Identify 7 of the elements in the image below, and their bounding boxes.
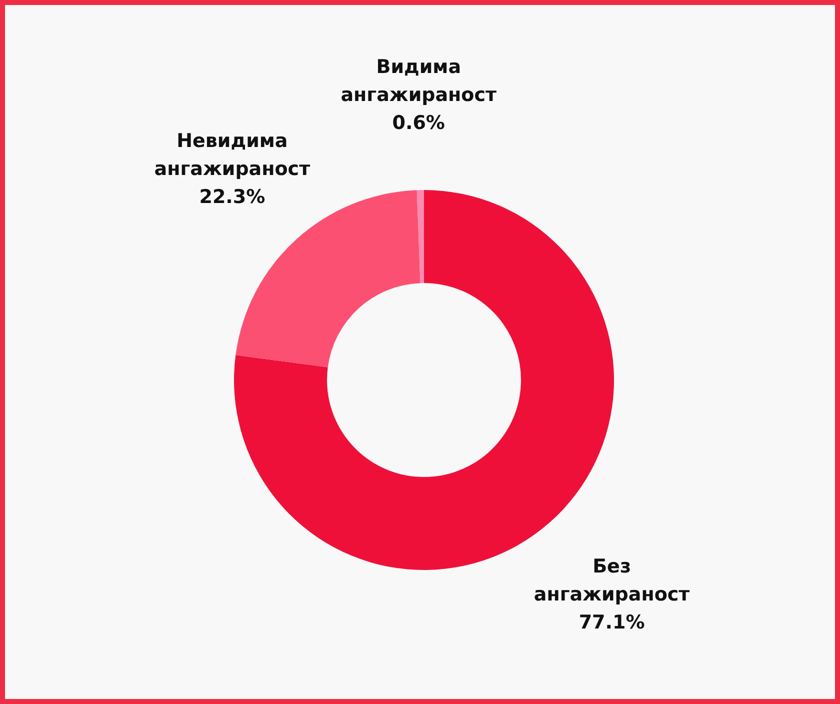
data-label: 22.3%: [199, 186, 266, 208]
data-label: 0.6%: [392, 112, 445, 134]
slice-label: Без ангажираност: [534, 555, 690, 606]
slice-label: Невидима ангажираност: [154, 130, 310, 180]
donut-slice: [416, 190, 424, 284]
slice-label: Видима ангажираност: [340, 56, 497, 106]
data-label: 77.1%: [578, 611, 645, 634]
